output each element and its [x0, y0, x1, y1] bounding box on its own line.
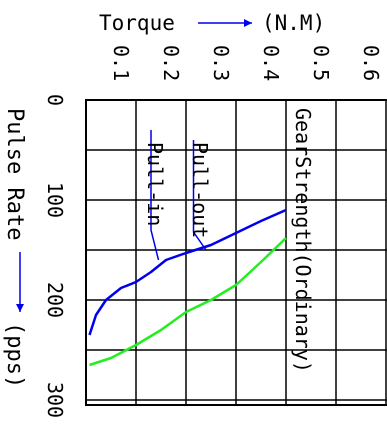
torque-tick-label: 0.3 — [209, 45, 233, 81]
gear-strength-annotation: GearStrength(Ordinary) — [291, 108, 315, 373]
pulse-tick-label: 0 — [43, 94, 67, 106]
pulse-tick-label: 100 — [43, 182, 67, 218]
pull-in-label: Pull-in — [143, 142, 167, 226]
series-line-pull-out — [89, 237, 287, 367]
torque-tick-label: 0.5 — [309, 45, 333, 81]
pull-out-leader — [192, 140, 207, 251]
torque-tick-label: 0.2 — [159, 45, 183, 81]
pulse-axis-arrowhead — [16, 304, 24, 312]
pulse-axis-unit: (pps) — [2, 322, 27, 388]
torque-axis-unit: (N.M) — [262, 11, 325, 35]
pulse-tick-label: 300 — [43, 382, 67, 418]
label-group: 0.1 0.2 0.3 0.4 0.5 0.6 0 100 200 300 Torque (N.M) P… — [2, 11, 383, 418]
series-group — [88, 130, 287, 367]
pulse-axis-title: Pulse Rate — [2, 108, 27, 240]
pull-in-leader — [150, 130, 160, 261]
plot-area — [85, 99, 387, 406]
pull-out-label: Pull-out — [188, 142, 212, 238]
torque-tick-label: 0.1 — [109, 45, 133, 81]
plot-frame — [85, 99, 387, 406]
torque-axis-arrowhead — [244, 19, 252, 27]
series-line-pull-in — [88, 208, 287, 336]
pulse-tick-label: 200 — [43, 282, 67, 318]
torque-axis-title: Torque — [99, 11, 175, 35]
torque-tick-label: 0.6 — [359, 45, 383, 81]
torque-tick-label: 0.4 — [259, 45, 283, 81]
